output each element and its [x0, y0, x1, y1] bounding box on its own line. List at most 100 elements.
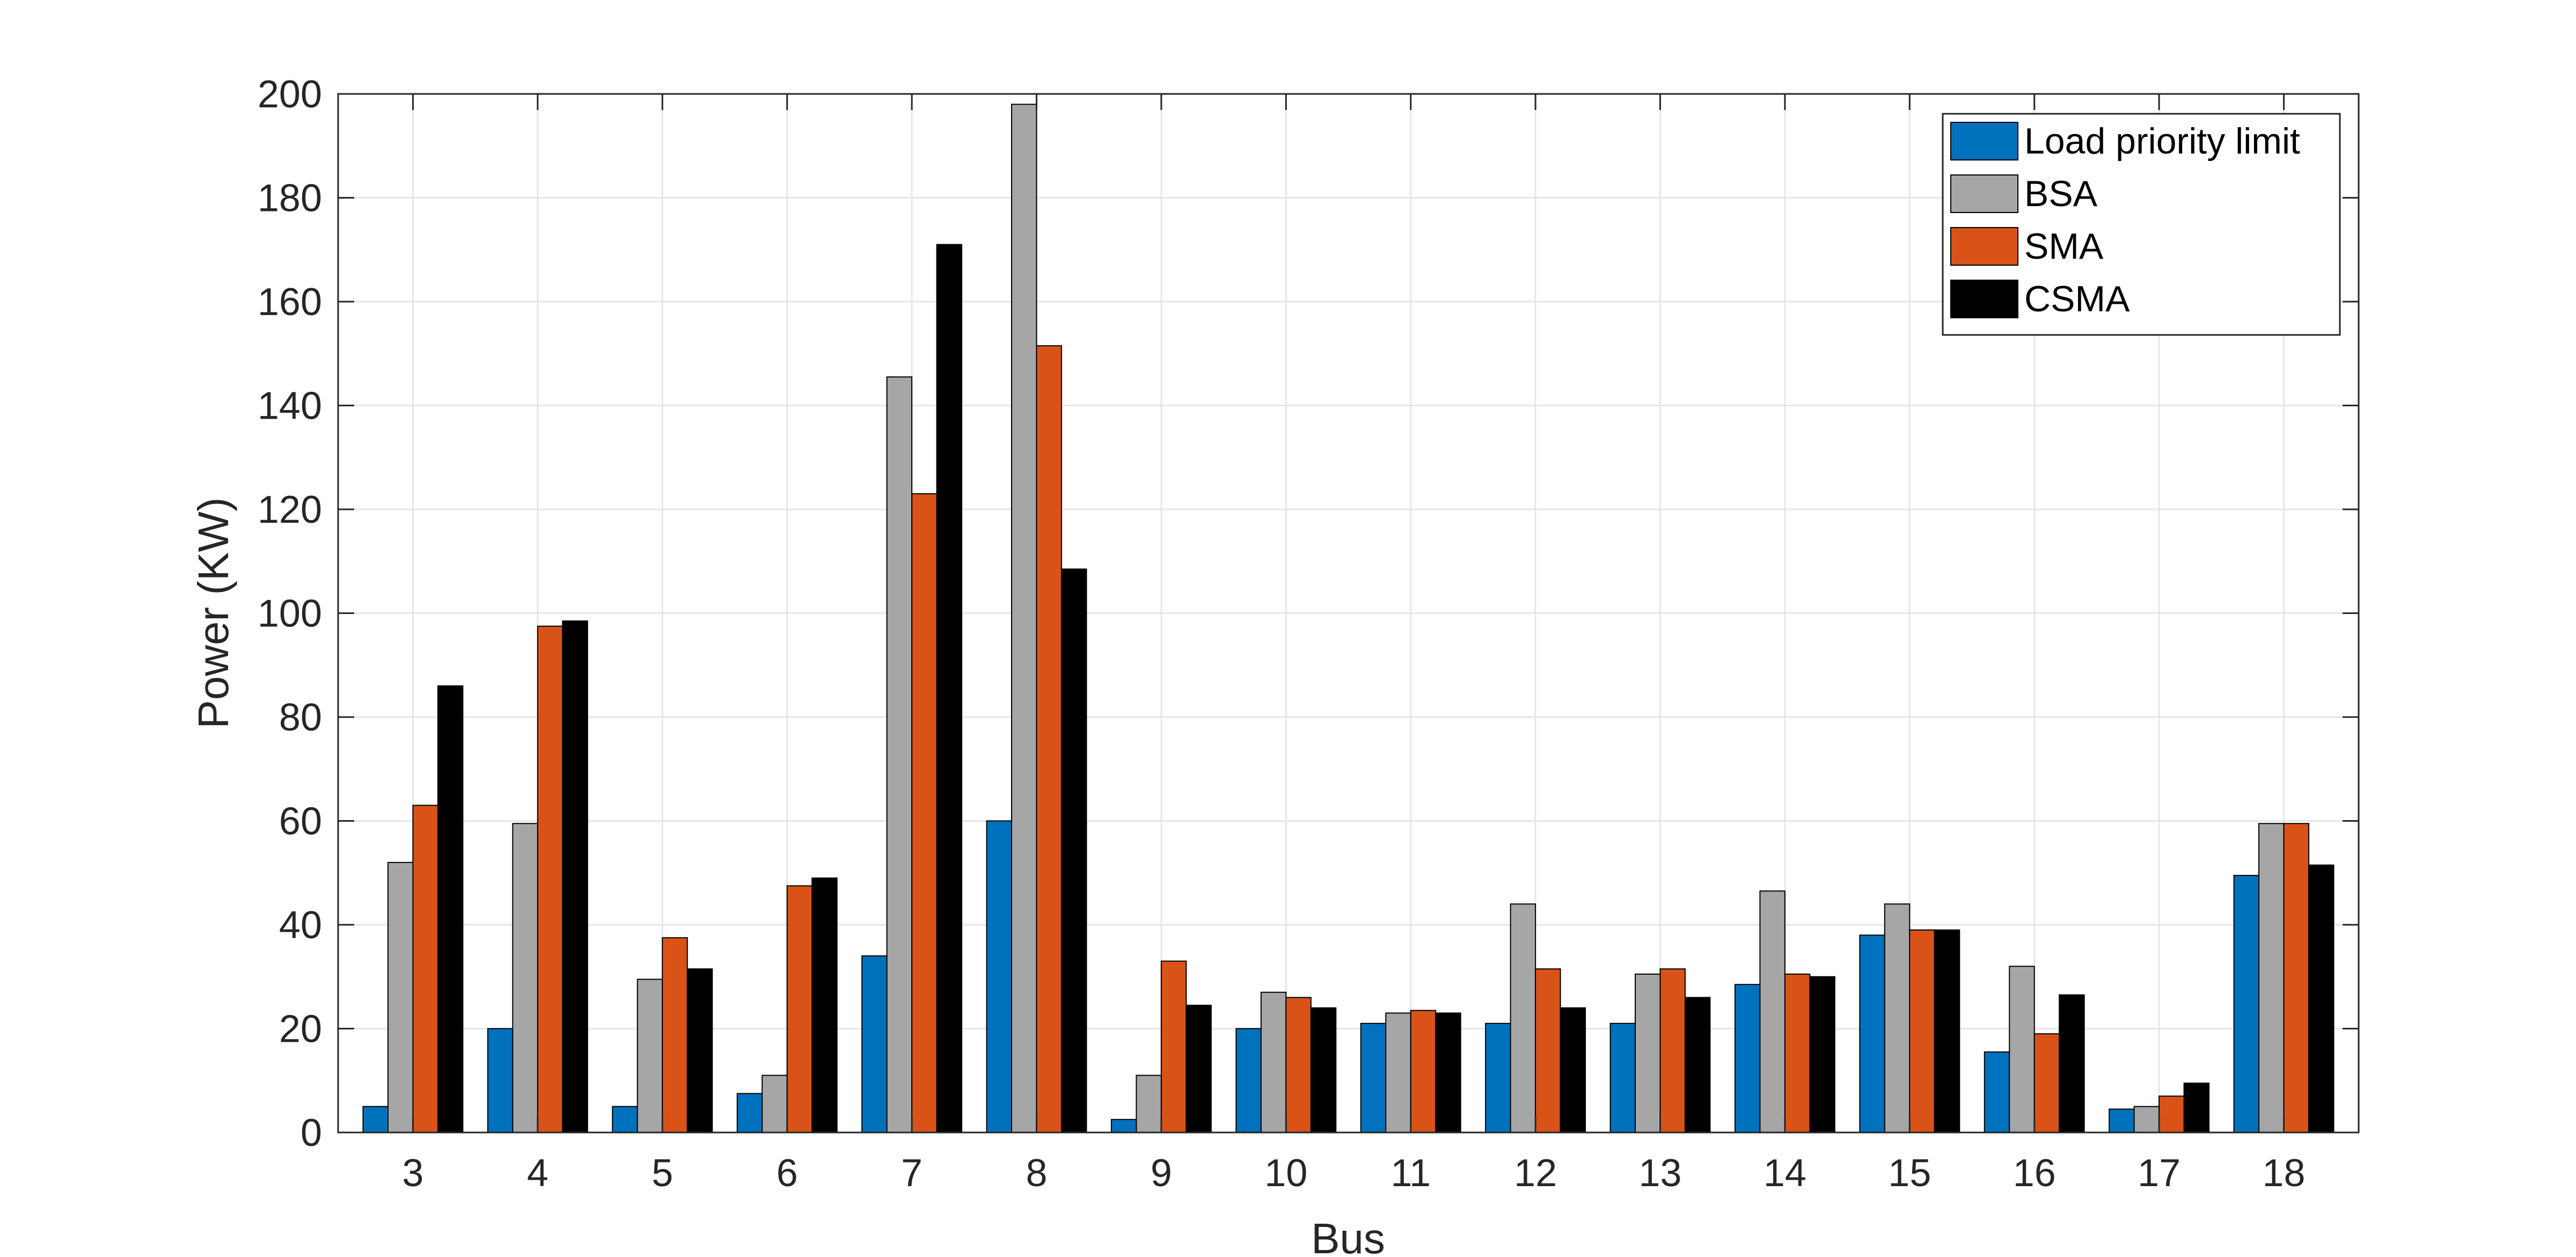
bar	[1609, 1022, 1636, 1133]
bar	[886, 376, 913, 1133]
legend-label: Load priority limit	[2024, 121, 2300, 162]
bar	[936, 244, 963, 1134]
bar	[2283, 823, 2310, 1133]
y-tick-label: 40	[279, 904, 322, 947]
bar	[1360, 1022, 1387, 1133]
x-axis-title: Bus	[1311, 1215, 1385, 1257]
bar	[387, 861, 414, 1134]
legend-label: CSMA	[2024, 279, 2130, 319]
bar	[1435, 1012, 1461, 1133]
bar	[636, 978, 663, 1134]
bar	[1784, 973, 1811, 1133]
y-tick-label: 140	[258, 385, 322, 428]
y-tick-label: 160	[258, 281, 322, 324]
bar	[811, 877, 838, 1134]
bar	[1510, 903, 1536, 1134]
y-tick-label: 20	[279, 1008, 322, 1051]
bars	[362, 104, 2334, 1134]
bar	[1011, 104, 1037, 1134]
x-tick-label: 16	[2013, 1152, 2056, 1195]
bar	[437, 685, 464, 1133]
bar	[1060, 568, 1087, 1133]
bar	[1685, 997, 1711, 1133]
x-tick-label: 10	[1264, 1152, 1307, 1195]
bar	[1984, 1051, 2010, 1133]
bar	[1859, 934, 1885, 1133]
bar	[512, 823, 538, 1133]
x-tick-label: 7	[901, 1152, 923, 1195]
bar	[1235, 1028, 1262, 1133]
y-tick-label: 80	[279, 696, 322, 739]
bar	[1809, 976, 1835, 1133]
x-tick-label: 17	[2138, 1152, 2180, 1195]
legend-swatch	[1950, 280, 2018, 318]
bar	[487, 1028, 514, 1133]
bar	[786, 885, 813, 1133]
bar	[1759, 890, 1785, 1134]
x-tick-label: 4	[527, 1152, 548, 1195]
bar	[1734, 984, 1761, 1133]
bar	[2033, 1033, 2060, 1134]
bar	[1560, 1007, 1586, 1134]
legend-swatch	[1950, 122, 2018, 160]
bar	[562, 620, 588, 1133]
bar	[1285, 997, 1312, 1133]
bar	[1635, 973, 1661, 1133]
x-tick-label: 6	[777, 1152, 798, 1195]
legend-label: SMA	[2024, 226, 2104, 267]
y-tick-label: 0	[301, 1112, 322, 1154]
x-tick-label: 5	[652, 1152, 673, 1195]
bar	[911, 493, 938, 1133]
x-tick-label: 11	[1391, 1152, 1431, 1195]
legend-swatch	[1950, 227, 2018, 266]
x-axis: 3 4 5 6 7 8 9 10 11 12 13 14 15 16 17 18	[402, 94, 2306, 1195]
bar	[1310, 1007, 1337, 1134]
y-tick-label: 100	[258, 593, 322, 635]
x-tick-label: 8	[1026, 1152, 1047, 1195]
bar	[1185, 1004, 1212, 1134]
bar	[2258, 823, 2285, 1133]
x-tick-label: 15	[1888, 1152, 1931, 1195]
x-tick-label: 14	[1763, 1152, 1806, 1195]
bar	[1909, 929, 1935, 1134]
bar	[2183, 1083, 2210, 1134]
bar	[2109, 1108, 2135, 1133]
x-tick-label: 13	[1638, 1152, 1681, 1195]
bar	[1260, 991, 1287, 1134]
bar	[1659, 968, 1686, 1134]
bar	[612, 1106, 638, 1133]
x-tick-label: 18	[2263, 1152, 2306, 1195]
bar	[1884, 903, 1911, 1134]
bar	[412, 805, 438, 1133]
bar	[1934, 929, 1960, 1134]
x-tick-label: 12	[1514, 1152, 1557, 1195]
y-tick-label: 120	[258, 488, 322, 531]
bar	[1160, 960, 1187, 1133]
bar	[537, 625, 564, 1133]
bar	[686, 968, 713, 1134]
bar	[986, 820, 1013, 1133]
y-tick-label: 200	[258, 73, 322, 116]
bar	[2158, 1095, 2185, 1134]
y-axis-title: Power (KW)	[189, 497, 237, 728]
legend-label: BSA	[2024, 173, 2098, 214]
bar	[762, 1075, 788, 1133]
bar	[1136, 1075, 1162, 1133]
bar	[2009, 966, 2035, 1134]
bar	[736, 1093, 763, 1133]
bar	[2059, 994, 2085, 1134]
bar	[1110, 1119, 1137, 1133]
x-tick-label: 9	[1151, 1152, 1172, 1195]
bar	[1410, 1010, 1437, 1133]
bar	[861, 955, 888, 1134]
legend: Load priority limit BSA SMA CSMA	[1942, 113, 2341, 336]
bar	[1535, 968, 1561, 1134]
bar	[2233, 875, 2260, 1134]
y-tick-label: 60	[279, 800, 322, 843]
bar	[1485, 1022, 1511, 1133]
bar	[2308, 864, 2334, 1134]
y-tick-label: 180	[258, 177, 322, 220]
bar	[362, 1106, 389, 1133]
bar	[2133, 1106, 2160, 1133]
